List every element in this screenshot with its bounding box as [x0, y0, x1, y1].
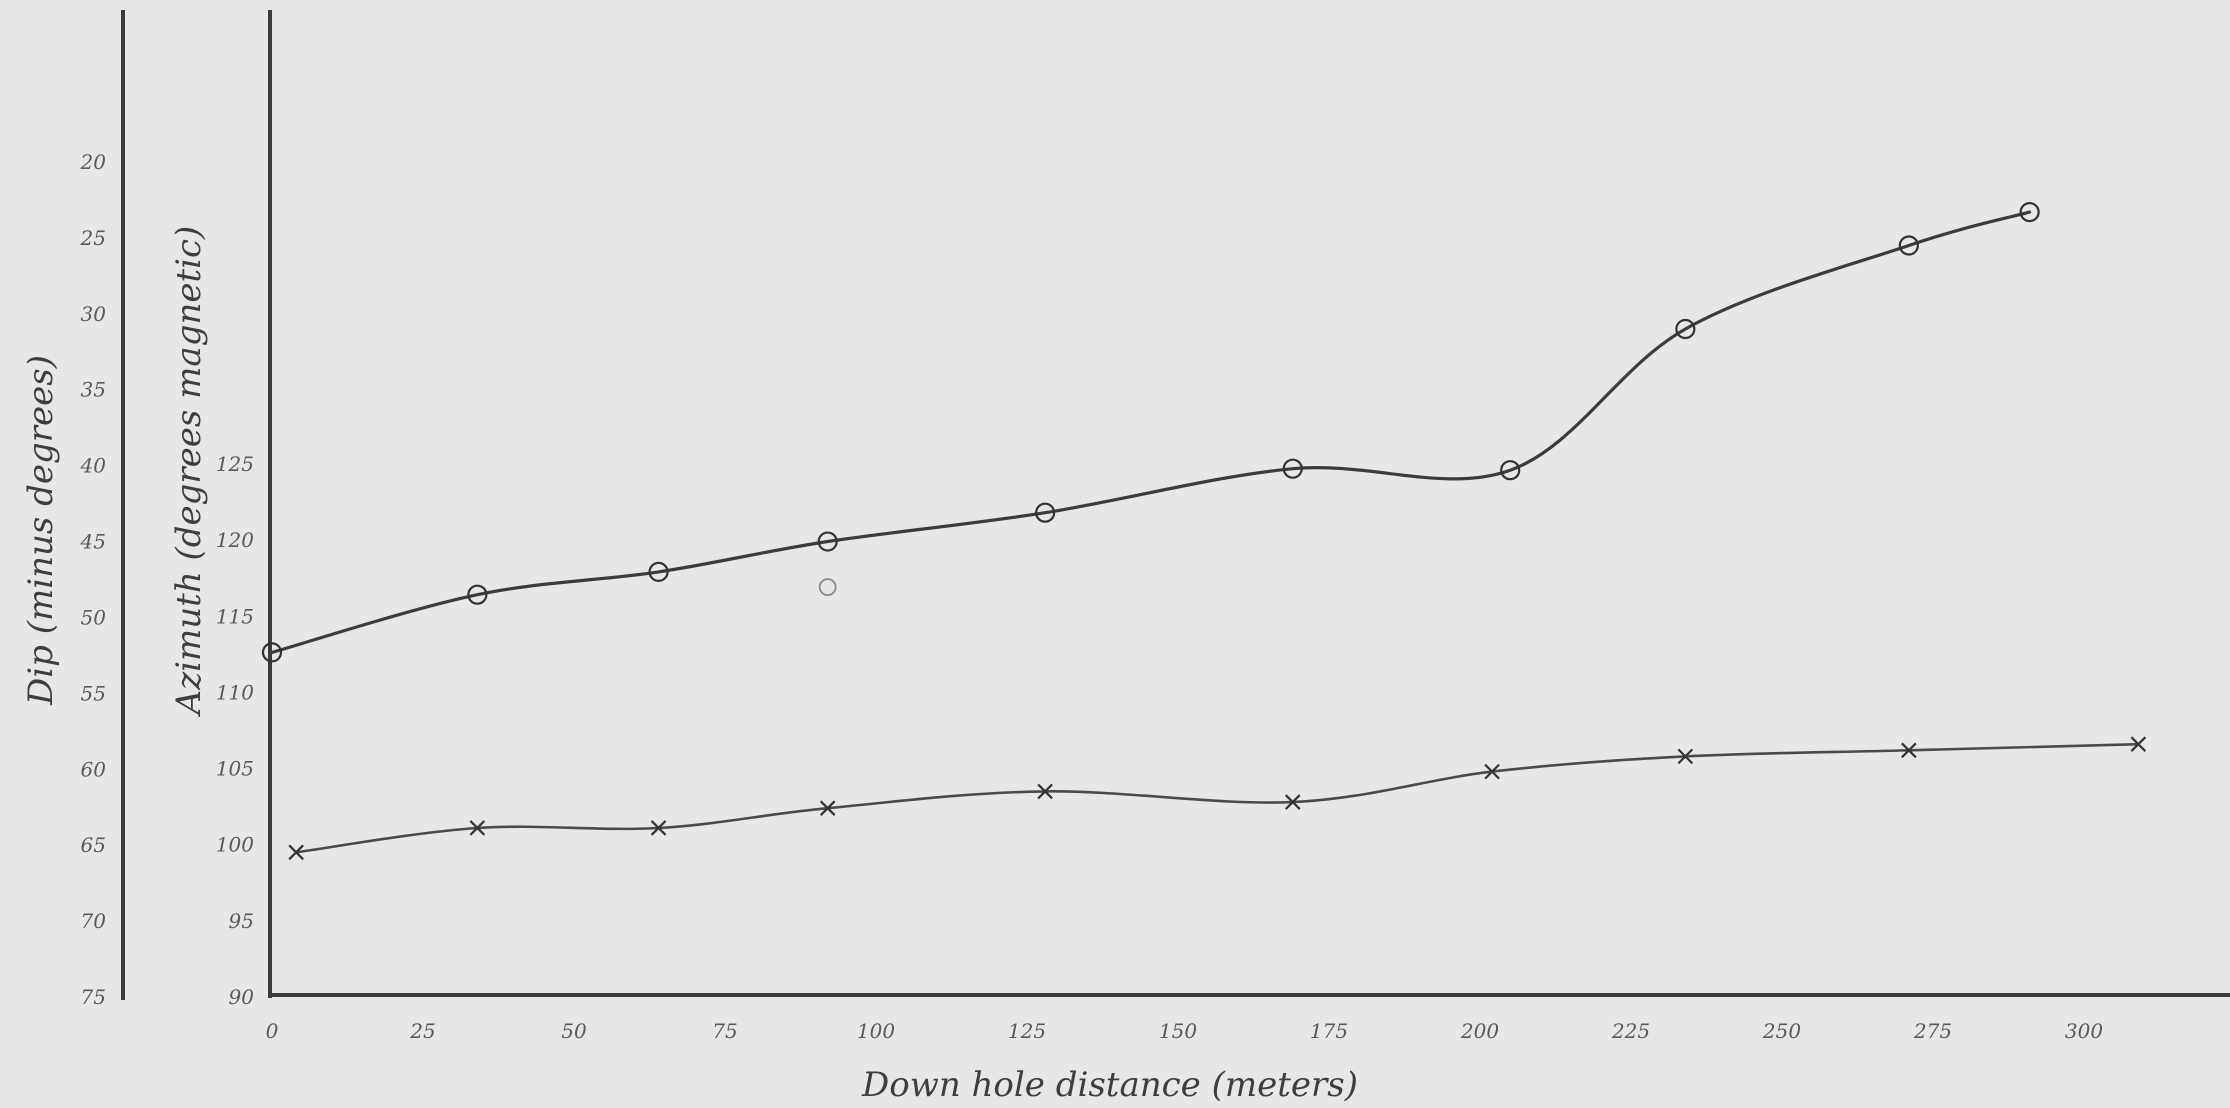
x-tick-label: 200 [1460, 1019, 1499, 1043]
dip-data-point [261, 642, 283, 663]
dip-tick-label: 70 [81, 909, 107, 933]
x-tick-label: 125 [1008, 1019, 1046, 1043]
dip-data-point [1675, 318, 1696, 340]
x-tick-label: 0 [266, 1019, 279, 1043]
x-tick-label: 275 [1913, 1019, 1952, 1043]
x-tick-label: 100 [857, 1019, 895, 1043]
azimuth-tick-label: 110 [216, 680, 254, 704]
x-tick-labels: 0 25 50 75 100 125 150 175 200 225 250 275 300 [266, 1019, 2104, 1043]
dip-tick-label: 45 [80, 530, 106, 554]
x-tick-label: 225 [1611, 1019, 1650, 1043]
azimuth-tick-label: 100 [216, 833, 254, 857]
x-tick-label: 300 [2065, 1019, 2103, 1043]
azimuth-tick-label: 90 [229, 985, 255, 1009]
azimuth-data-point [1037, 783, 1053, 800]
dip-tick-label: 20 [80, 150, 107, 174]
azimuth-data-point [819, 800, 836, 816]
dip-tick-label: 60 [81, 757, 107, 781]
x-tick-label: 75 [712, 1019, 737, 1043]
dip-data-point [467, 584, 488, 605]
dip-tick-label: 30 [81, 302, 107, 326]
dip-data-point [2019, 202, 2040, 223]
faint-data-point [818, 578, 837, 596]
dip-data-point [1282, 458, 1303, 479]
azimuth-data-point [1484, 763, 1500, 780]
azimuth-tick-labels: 90 95 100 105 110 115 120 125 [216, 452, 254, 1009]
azimuth-data-point [650, 820, 667, 836]
azimuth-tick-label: 115 [216, 604, 254, 628]
dip-data-point [1500, 460, 1521, 481]
dip-tick-label: 65 [81, 833, 106, 857]
dip-tick-labels: 20 25 30 35 40 45 50 55 60 65 70 75 [80, 150, 107, 1009]
azimuth-tick-label: 105 [216, 757, 254, 781]
dip-data-point [1035, 502, 1056, 523]
x-tick-label: 50 [561, 1019, 587, 1043]
dip-tick-label: 40 [80, 454, 107, 478]
x-tick-label: 25 [409, 1019, 435, 1043]
azimuth-tick-label: 95 [229, 909, 254, 933]
dip-tick-label: 25 [80, 226, 106, 250]
azimuth-tick-label: 125 [216, 452, 254, 476]
x-tick-label: 175 [1310, 1019, 1348, 1043]
azimuth-data-point [1677, 748, 1694, 765]
dip-tick-label: 55 [81, 681, 106, 705]
azimuth-data-point [1901, 742, 1917, 759]
x-tick-label: 250 [1762, 1019, 1801, 1043]
dip-tick-label: 75 [81, 985, 106, 1009]
dip-data-point [1898, 235, 1919, 256]
dip-tick-label: 50 [81, 605, 107, 629]
dip-data-point [817, 531, 838, 552]
azimuth-series-line [294, 742, 2140, 854]
x-tick-label: 150 [1159, 1019, 1197, 1043]
dip-data-point [648, 561, 669, 583]
azimuth-data-point [469, 820, 486, 836]
series-layer [261, 202, 2147, 861]
azimuth-data-point [288, 844, 304, 861]
azimuth-data-point [1284, 794, 1301, 810]
dip-tick-label: 35 [81, 378, 106, 402]
x-axis-title: Down hole distance (meters) [861, 1065, 1358, 1104]
azimuth-data-point [2130, 736, 2147, 752]
azimuth-axis-title: Azimuth (degrees magnetic) [169, 226, 209, 718]
dip-series-line [270, 210, 2032, 654]
azimuth-tick-label: 120 [216, 528, 254, 552]
dip-axis-title: Dip (minus degrees) [21, 355, 61, 706]
